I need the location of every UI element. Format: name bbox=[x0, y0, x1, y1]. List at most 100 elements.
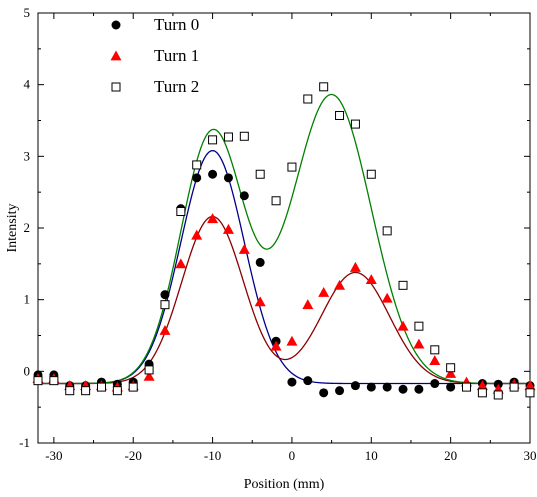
data-point bbox=[334, 279, 346, 290]
y-tick-label: 5 bbox=[24, 5, 31, 20]
data-point bbox=[414, 321, 424, 331]
data-point bbox=[255, 257, 265, 267]
data-point bbox=[350, 381, 360, 391]
data-point bbox=[287, 162, 297, 172]
data-point bbox=[318, 287, 330, 297]
data-point bbox=[398, 280, 408, 290]
fit-curve bbox=[38, 215, 530, 385]
legend-label: Turn 2 bbox=[154, 77, 199, 96]
data-point bbox=[143, 370, 155, 381]
data-point bbox=[33, 376, 43, 386]
data-point bbox=[175, 258, 187, 269]
data-point bbox=[176, 207, 186, 217]
data-point bbox=[398, 384, 408, 394]
x-tick-label: -20 bbox=[125, 448, 142, 463]
fit-curves bbox=[38, 93, 530, 385]
data-point bbox=[350, 119, 360, 129]
data-point bbox=[382, 226, 392, 236]
data-point bbox=[192, 160, 202, 170]
x-tick-label: 20 bbox=[444, 448, 457, 463]
data-point bbox=[192, 173, 202, 183]
fit-curve bbox=[38, 93, 530, 385]
data-point bbox=[96, 382, 106, 392]
legend-label: Turn 1 bbox=[154, 46, 199, 65]
data-point bbox=[223, 173, 233, 183]
data-point bbox=[208, 135, 218, 145]
data-point bbox=[430, 345, 440, 355]
data-point bbox=[366, 382, 376, 392]
data-point bbox=[270, 340, 282, 351]
y-tick-label: 2 bbox=[24, 220, 31, 235]
data-point bbox=[335, 110, 345, 120]
data-point bbox=[128, 382, 138, 392]
data-point bbox=[524, 380, 536, 391]
y-axis-label: Intensity bbox=[5, 204, 20, 253]
x-tick-label: 0 bbox=[289, 448, 296, 463]
data-point bbox=[191, 229, 203, 240]
data-point bbox=[446, 363, 456, 373]
data-point bbox=[238, 244, 250, 254]
data-point bbox=[366, 169, 376, 179]
y-tick-label: -1 bbox=[19, 435, 30, 450]
x-axis-label: Position (mm) bbox=[244, 477, 325, 492]
y-tick-label: 3 bbox=[24, 148, 31, 163]
data-point bbox=[81, 386, 91, 396]
data-point bbox=[381, 292, 393, 303]
data-point bbox=[65, 386, 75, 396]
x-tick-label: 10 bbox=[365, 448, 378, 463]
data-point bbox=[365, 274, 377, 284]
data-point bbox=[525, 388, 535, 398]
x-tick-label: 30 bbox=[524, 448, 537, 463]
data-point bbox=[254, 296, 266, 307]
data-point bbox=[509, 382, 519, 392]
data-point bbox=[159, 324, 171, 335]
legend: Turn 0 Turn 1 Turn 2 bbox=[110, 15, 199, 96]
data-point bbox=[239, 191, 249, 201]
data-point bbox=[476, 380, 488, 391]
y-tick-label: 0 bbox=[24, 363, 31, 378]
data-point bbox=[49, 376, 59, 386]
data-point bbox=[160, 290, 170, 300]
fit-curve bbox=[38, 149, 530, 385]
data-point bbox=[222, 223, 234, 234]
legend-marker bbox=[111, 20, 121, 30]
data-point bbox=[413, 338, 425, 349]
data-point bbox=[430, 379, 440, 389]
data-point bbox=[349, 261, 361, 272]
data-point bbox=[302, 299, 314, 310]
data-point bbox=[382, 382, 392, 392]
data-point bbox=[429, 355, 441, 365]
data-point bbox=[303, 376, 313, 386]
data-point bbox=[239, 131, 249, 141]
data-point bbox=[397, 320, 409, 331]
x-tick-label: -30 bbox=[45, 448, 62, 463]
data-point bbox=[160, 300, 170, 310]
data-point bbox=[112, 386, 122, 396]
data-point bbox=[493, 390, 503, 400]
legend-label: Turn 0 bbox=[154, 15, 199, 34]
data-point bbox=[144, 365, 154, 375]
y-axis: -1 0 1 2 3 4 5 bbox=[19, 5, 530, 450]
data-point bbox=[223, 132, 233, 142]
data-point bbox=[477, 388, 487, 398]
legend-marker bbox=[111, 82, 121, 92]
y-tick-label: 1 bbox=[24, 292, 31, 307]
data-point bbox=[287, 377, 297, 387]
data-point bbox=[319, 82, 329, 92]
data-point bbox=[462, 382, 472, 392]
data-point bbox=[319, 388, 329, 398]
plot-frame bbox=[37, 12, 531, 444]
y-tick-label: 4 bbox=[24, 77, 31, 92]
data-point bbox=[414, 384, 424, 394]
data-point bbox=[286, 335, 298, 346]
data-point bbox=[335, 386, 345, 396]
data-point bbox=[255, 169, 265, 179]
data-point bbox=[208, 169, 218, 179]
data-point bbox=[207, 213, 219, 224]
x-axis: -30 -20 -10 0 10 20 30 bbox=[45, 13, 537, 463]
data-point bbox=[445, 367, 457, 378]
data-point bbox=[271, 196, 281, 206]
data-points bbox=[32, 82, 536, 400]
data-point bbox=[446, 382, 456, 392]
